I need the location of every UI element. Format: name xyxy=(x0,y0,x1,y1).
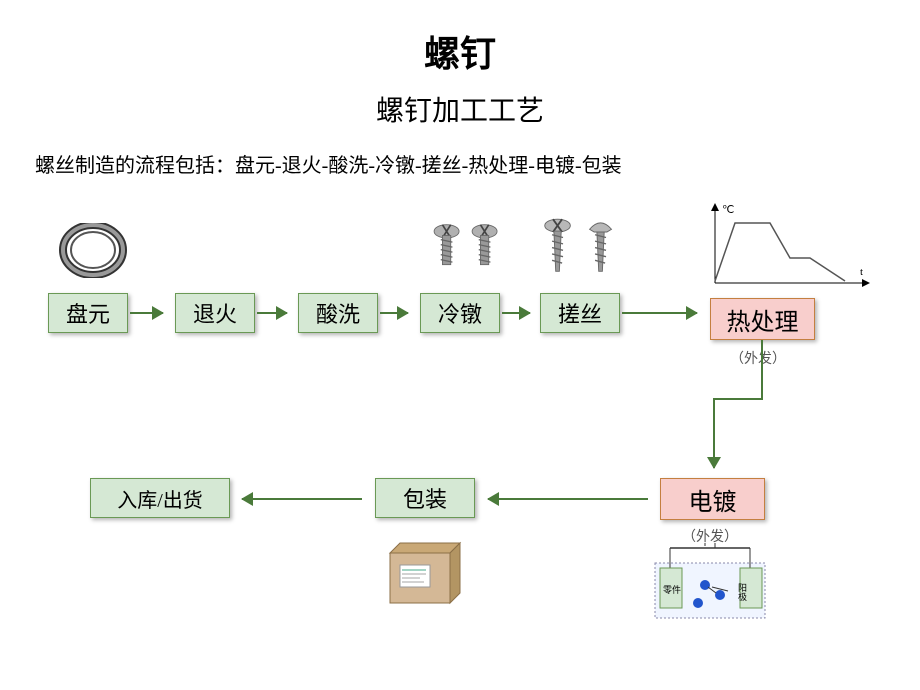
flow-connector xyxy=(713,398,715,468)
temperature-graph-icon: ℃ t xyxy=(700,203,870,293)
flow-arrow xyxy=(622,312,697,314)
main-title: 螺钉 xyxy=(30,25,890,77)
node-suanxi: 酸洗 xyxy=(298,293,378,333)
svg-text:℃: ℃ xyxy=(722,204,734,216)
node-tuihuo: 退火 xyxy=(175,293,255,333)
screw-icon-4 xyxy=(585,218,617,278)
screw-icon-1 xyxy=(432,223,462,273)
package-box-icon xyxy=(380,533,470,613)
node-lengdun: 冷镦 xyxy=(420,293,500,333)
electroplating-icon: 零件 阳极 xyxy=(650,543,770,623)
node-baozhuang: 包装 xyxy=(375,478,475,518)
screw-icon-3 xyxy=(542,218,574,278)
node-ruku: 入库/出货 xyxy=(90,478,230,518)
svg-text:零件: 零件 xyxy=(663,584,681,595)
wire-coil-icon xyxy=(58,223,128,278)
svg-text:阳极: 阳极 xyxy=(737,583,747,602)
svg-text:t: t xyxy=(860,266,863,278)
node-cuosi: 搓丝 xyxy=(540,293,620,333)
flow-arrow xyxy=(130,312,163,314)
flow-connector xyxy=(713,398,763,400)
sublabel-waifa-1: （外发） xyxy=(730,348,786,368)
description-text: 螺丝制造的流程包括：盘元-退火-酸洗-冷镦-搓丝-热处理-电镀-包装 xyxy=(35,149,890,178)
sub-title: 螺钉加工工艺 xyxy=(30,89,890,129)
flow-arrow xyxy=(257,312,287,314)
node-diandu: 电镀 xyxy=(660,478,765,520)
flow-arrow xyxy=(380,312,408,314)
screw-icon-2 xyxy=(470,223,500,273)
node-rechuli: 热处理 xyxy=(710,298,815,340)
flow-connector xyxy=(761,340,763,400)
flowchart-diagram: ℃ t 零件 阳极 盘元 退火 酸洗 冷镦 搓丝 热处理 电镀 包装 xyxy=(30,188,890,688)
flow-arrow xyxy=(502,312,530,314)
sublabel-waifa-2: （外发） xyxy=(682,526,738,546)
flow-arrow xyxy=(488,498,648,500)
flow-arrow xyxy=(242,498,362,500)
node-panyuan: 盘元 xyxy=(48,293,128,333)
